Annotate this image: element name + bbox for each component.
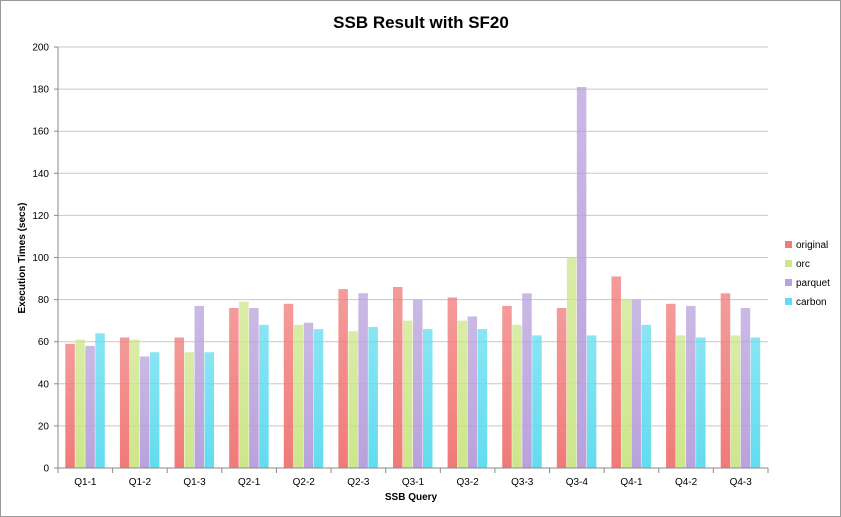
bar-parquet-Q1-1 [85,345,95,468]
bar-orc-Q3-1 [403,320,413,468]
y-tick-label: 0 [43,464,49,475]
bar-orc-Q1-3 [184,352,195,468]
chart-title: SSB Result with SF20 [333,13,509,32]
bar-orc-Q2-3 [348,331,358,468]
y-tick-label: 20 [38,421,50,432]
x-axis-ticks: Q1-1 Q1-2 Q1-3 Q2-1 Q2-2 Q2-3 Q3-1 Q3-2 Q3-3 Q3-4… [57,468,769,488]
bar-carbon-Q2-3 [368,326,378,468]
bar-original-Q1-2 [119,337,130,468]
bar-parquet-Q3-1 [413,299,423,468]
bar-original-Q4-1 [611,276,621,468]
x-tick-label: Q4-1 [620,477,643,488]
legend-swatch-orc [785,260,792,267]
bars [65,86,761,469]
y-tick-label: 60 [38,337,50,348]
x-tick-label: Q3-2 [456,477,479,488]
bar-parquet-Q4-3 [740,308,751,468]
y-tick-label: 40 [38,379,50,390]
x-tick-label: Q3-1 [402,477,425,488]
bar-parquet-Q4-1 [631,299,641,468]
bar-carbon-Q3-4 [586,335,597,468]
y-tick-label: 160 [32,127,49,138]
bar-parquet-Q1-3 [194,305,205,468]
bar-orc-Q4-2 [676,335,686,468]
bar-parquet-Q2-3 [358,293,368,468]
bar-original-Q3-2 [447,297,458,468]
bar-orc-Q2-2 [293,324,304,468]
bar-original-Q1-1 [65,343,75,468]
x-tick-label: Q2-2 [293,477,316,488]
bar-original-Q2-3 [338,289,348,468]
x-tick-label: Q4-2 [675,477,698,488]
bar-orc-Q1-2 [129,339,140,468]
bar-orc-Q1-1 [75,339,85,468]
bar-carbon-Q4-1 [641,324,651,468]
legend-label-parquet: parquet [796,278,830,289]
bar-carbon-Q4-2 [696,337,706,468]
legend-swatch-original [785,241,792,248]
bar-carbon-Q4-3 [750,337,761,468]
y-axis-title: Execution Times (secs) [17,203,28,314]
bar-original-Q1-3 [174,337,185,468]
x-axis-title: SSB Query [385,492,438,503]
legend-label-original: original [796,240,828,251]
bar-original-Q3-1 [393,286,403,468]
y-axis-ticks: 0 20 40 60 80 100 120 140 160 180 200 [32,43,58,475]
bar-carbon-Q1-3 [204,352,215,468]
bar-original-Q4-3 [720,293,731,468]
bar-original-Q2-1 [229,308,239,468]
bar-carbon-Q2-1 [259,324,269,468]
x-tick-label: Q4-3 [730,477,753,488]
bar-carbon-Q3-1 [423,329,433,468]
bar-original-Q3-4 [556,308,567,468]
legend-swatch-parquet [785,279,792,286]
bar-parquet-Q4-2 [686,305,696,468]
x-tick-label: Q3-4 [566,477,589,488]
bar-orc-Q3-3 [512,324,522,468]
y-tick-label: 80 [38,295,50,306]
y-tick-label: 140 [32,169,49,180]
bar-parquet-Q2-2 [303,322,314,468]
bar-carbon-Q3-2 [477,329,488,468]
bar-parquet-Q3-3 [522,293,532,468]
bar-parquet-Q3-4 [576,86,587,469]
x-tick-label: Q1-1 [74,477,97,488]
legend: original orc parquet carbon [785,240,830,308]
x-tick-label: Q2-3 [347,477,370,488]
y-tick-label: 120 [32,211,49,222]
bar-original-Q4-2 [666,303,676,468]
y-tick-label: 180 [32,85,49,96]
x-tick-label: Q1-2 [129,477,152,488]
y-tick-label: 100 [32,253,49,264]
bar-orc-Q4-3 [730,335,741,468]
x-tick-label: Q1-3 [183,477,206,488]
legend-label-carbon: carbon [796,297,827,308]
bar-orc-Q2-1 [239,301,249,468]
bar-original-Q3-3 [502,305,512,468]
legend-label-orc: orc [796,259,810,270]
bar-parquet-Q2-1 [249,308,259,468]
legend-swatch-carbon [785,298,792,305]
bar-orc-Q4-1 [621,299,631,468]
bar-parquet-Q3-2 [467,316,478,468]
bar-carbon-Q2-2 [313,329,324,468]
bar-carbon-Q3-3 [532,335,542,468]
x-tick-label: Q3-3 [511,477,534,488]
x-tick-label: Q2-1 [238,477,261,488]
bar-original-Q2-2 [283,303,294,468]
bar-carbon-Q1-1 [95,333,105,468]
bar-parquet-Q1-2 [139,356,150,468]
bar-orc-Q3-2 [457,320,468,468]
bar-orc-Q3-4 [566,257,577,468]
bar-carbon-Q1-2 [149,352,160,468]
y-tick-label: 200 [32,43,49,54]
